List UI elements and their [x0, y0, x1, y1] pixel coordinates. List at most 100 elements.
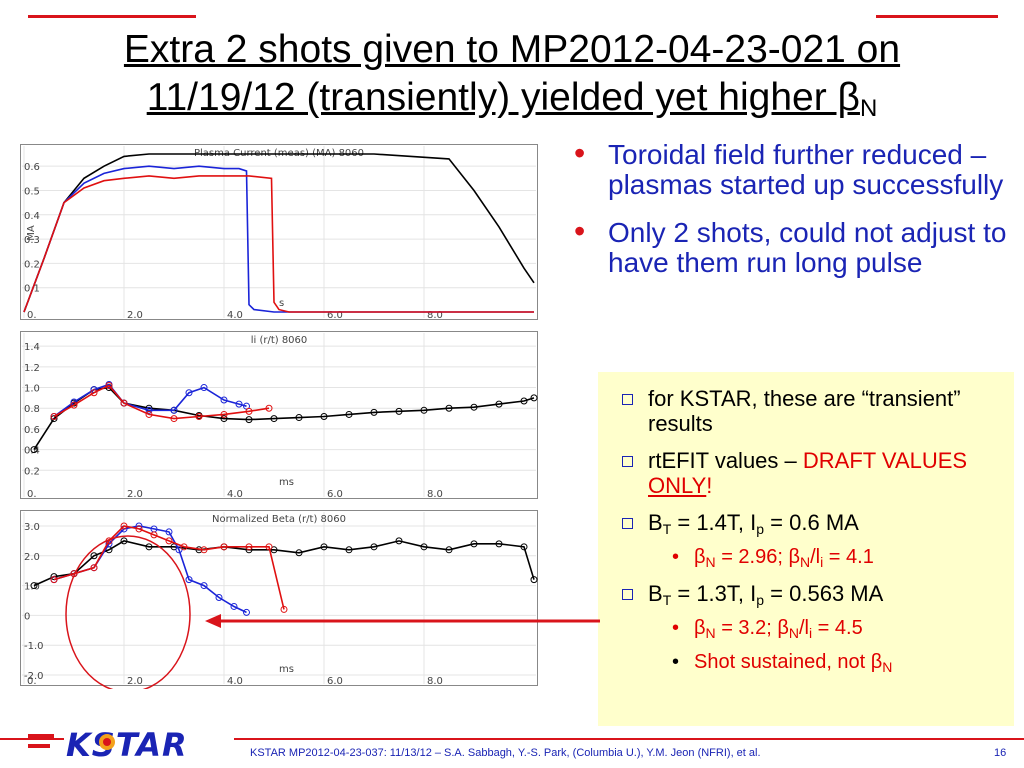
title-line-2-sub: N	[859, 95, 878, 122]
plot-panel-3: -2.0 -1.0 0 1.0 2.0 3.0 0. 2.0 4.0 6.0 8.0 Normaliz…	[20, 510, 538, 687]
y-tick-label: 3.0	[24, 522, 40, 533]
y-tick-label: -1.0	[24, 641, 44, 652]
data-point	[445, 404, 453, 412]
x-axis-label: ms	[279, 664, 294, 675]
data-point	[280, 605, 288, 613]
data-point	[245, 416, 253, 424]
y-tick-label: 1.4	[24, 342, 40, 353]
box-item: BT = 1.3T, Ip = 0.563 MA	[598, 581, 1014, 607]
box-item: BT = 1.4T, Ip = 0.6 MA	[598, 510, 1014, 536]
data-point	[135, 525, 143, 533]
data-point	[235, 400, 243, 408]
data-point	[345, 410, 353, 418]
kstar-logo: KSTAR	[28, 726, 234, 762]
x-tick-label: 0.	[27, 676, 37, 687]
data-point	[150, 531, 158, 539]
data-point	[50, 573, 58, 581]
series-line	[23, 153, 535, 313]
box-item: rtEFIT values – DRAFT VALUES ONLY!	[598, 448, 1014, 498]
data-point	[320, 543, 328, 551]
plot-title: Normalized Beta (r/t) 8060	[212, 514, 346, 525]
data-point	[295, 549, 303, 557]
square-bullet-icon	[622, 394, 633, 405]
bullet-dot-icon: •	[574, 213, 586, 249]
data-point	[220, 396, 228, 404]
data-point	[520, 397, 528, 405]
y-tick-label: 0.5	[24, 186, 40, 197]
x-axis-label: ms	[279, 477, 294, 488]
y-tick-label: 0.3	[24, 235, 40, 246]
data-point	[105, 381, 113, 389]
data-point	[185, 389, 193, 397]
data-point	[520, 543, 528, 551]
data-point	[175, 546, 183, 554]
data-point	[145, 406, 153, 414]
slide-title: Extra 2 shots given to MP2012-04-23-021 …	[0, 26, 1024, 122]
data-point	[180, 543, 188, 551]
data-point	[90, 552, 98, 560]
footer-line	[0, 738, 1024, 740]
y-tick-label: 1.0	[24, 582, 40, 593]
draft-values-text: DRAFT VALUES	[802, 448, 968, 473]
box-subitem: • βN = 3.2; βN/li = 4.5	[672, 617, 863, 641]
data-point	[195, 413, 203, 421]
data-point	[220, 543, 228, 551]
data-point	[90, 389, 98, 397]
logo-text: KSTAR	[66, 726, 188, 762]
bullet-item: • Toroidal field further reduced – plasma…	[568, 135, 1008, 200]
data-point	[420, 543, 428, 551]
y-tick-label: 1.2	[24, 363, 40, 374]
header-line-right	[876, 15, 998, 18]
plot-title: li (r/t) 8060	[251, 335, 308, 346]
x-tick-label: 0.	[27, 489, 37, 500]
y-tick-label: 1.0	[24, 384, 40, 395]
data-point	[170, 415, 178, 423]
data-point	[243, 608, 250, 616]
box-item-text: for KSTAR, these are “transient” results	[648, 386, 961, 436]
data-point	[70, 401, 78, 409]
data-point	[200, 546, 208, 554]
plot-frame	[20, 144, 538, 320]
x-tick-label: 6.0	[327, 489, 343, 500]
data-point	[230, 602, 238, 610]
series-line	[53, 525, 285, 610]
x-tick-label: 2.0	[127, 676, 143, 687]
series-line	[53, 384, 270, 420]
series-line	[23, 165, 534, 313]
box-subitem: • βN = 2.96; βN/li = 4.1	[672, 546, 874, 570]
data-point	[200, 384, 208, 392]
bullet-dot-icon: •	[672, 651, 680, 673]
data-point	[245, 407, 253, 415]
data-point	[165, 537, 173, 545]
data-point	[30, 582, 38, 590]
title-line-2: 11/19/12 (transiently) yielded yet highe…	[146, 76, 860, 119]
bullet-item: • Only 2 shots, could not adjust to have …	[568, 213, 1008, 278]
bullet-dot-icon: •	[672, 617, 680, 639]
x-tick-label: 4.0	[227, 310, 243, 321]
data-point	[120, 537, 128, 545]
data-point	[495, 400, 503, 408]
data-point	[445, 546, 453, 554]
data-point	[90, 564, 98, 572]
x-tick-label: 8.0	[427, 676, 443, 687]
results-box: for KSTAR, these are “transient” results…	[598, 372, 1014, 726]
data-point	[185, 576, 193, 584]
bullet-dot-icon: •	[574, 135, 586, 171]
y-axis-label: MA	[26, 225, 37, 241]
data-point	[145, 410, 153, 418]
header-line-left	[28, 15, 196, 18]
data-point	[370, 543, 378, 551]
y-tick-label: 2.0	[24, 552, 40, 563]
only-text: ONLY	[648, 473, 707, 498]
square-bullet-icon	[622, 456, 633, 467]
plot-frame	[20, 510, 538, 686]
data-point	[265, 404, 273, 412]
data-point	[30, 446, 38, 454]
data-point	[50, 576, 58, 584]
bullet-list: • Toroidal field further reduced – plasma…	[568, 135, 1008, 296]
square-bullet-icon	[622, 589, 633, 600]
exclamation-text: !	[706, 473, 713, 498]
y-tick-label: 0.4	[24, 211, 40, 222]
data-point	[220, 415, 228, 423]
x-tick-label: 2.0	[127, 310, 143, 321]
